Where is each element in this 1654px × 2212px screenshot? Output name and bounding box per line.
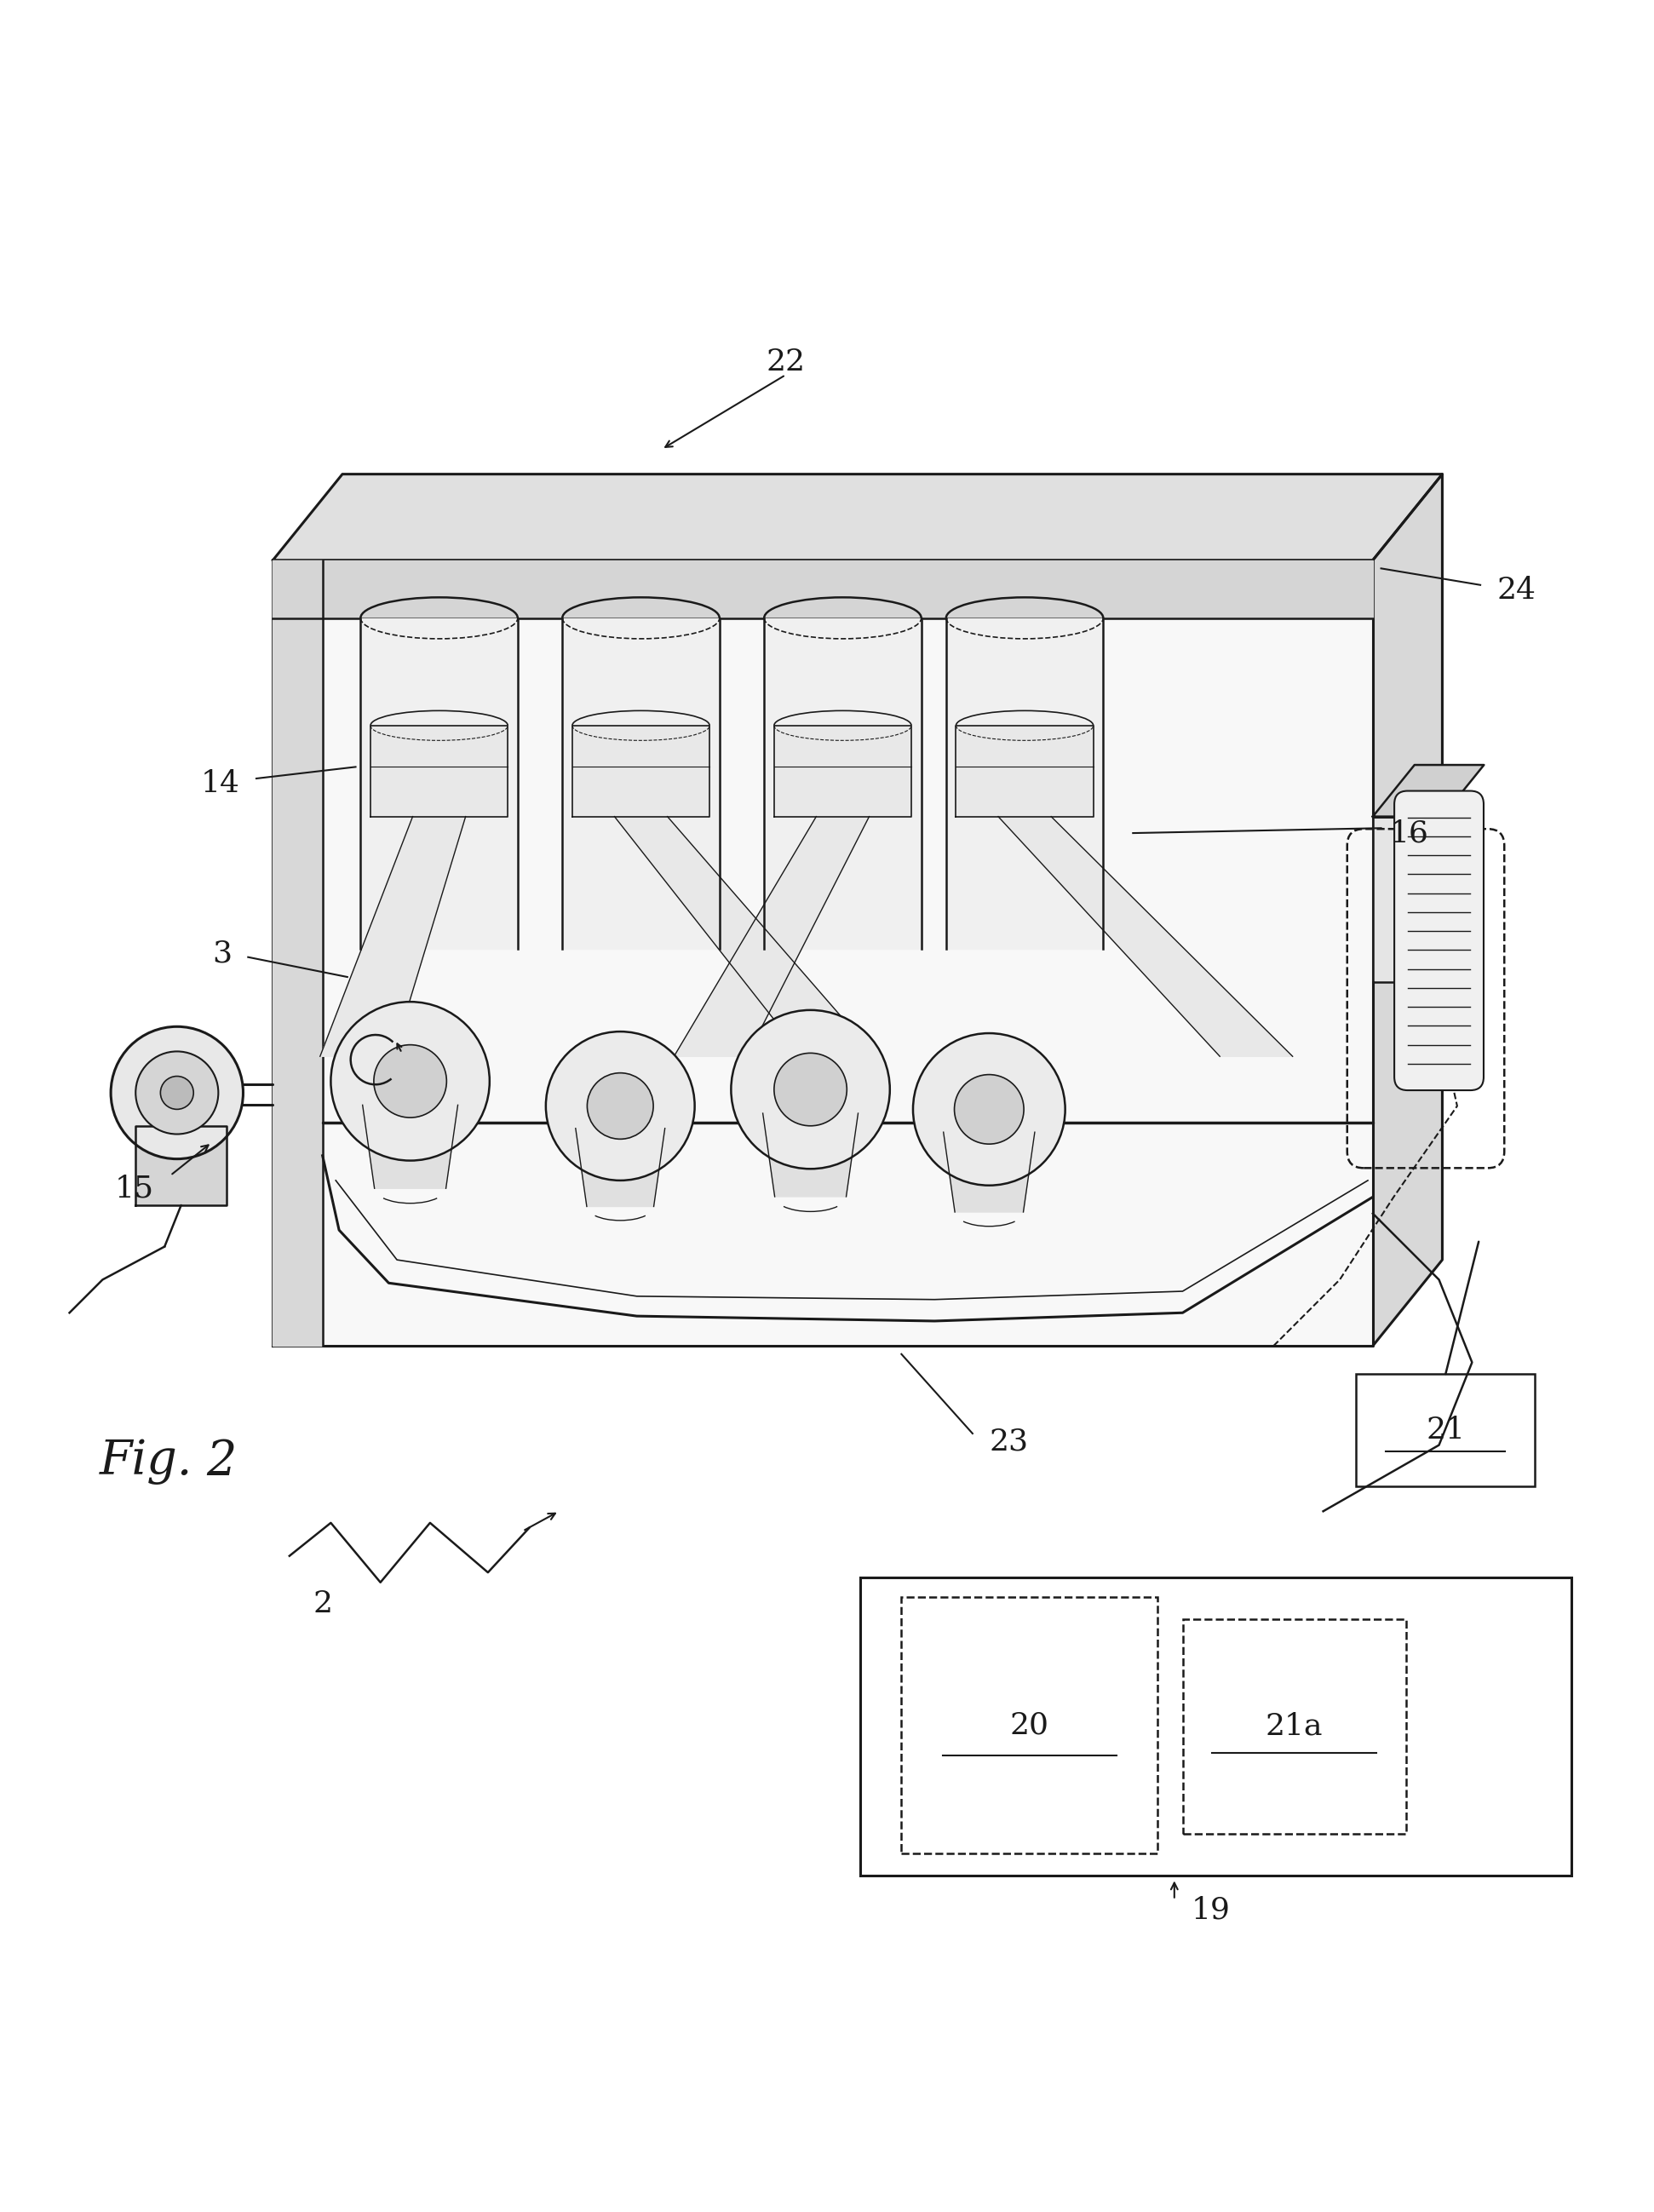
Polygon shape — [1373, 473, 1442, 1345]
Circle shape — [160, 1077, 194, 1108]
Text: 3: 3 — [212, 940, 232, 969]
Polygon shape — [943, 1133, 1035, 1212]
Polygon shape — [273, 473, 1442, 560]
Text: 15: 15 — [114, 1175, 154, 1203]
Polygon shape — [572, 726, 710, 816]
Polygon shape — [136, 1126, 227, 1206]
Polygon shape — [562, 617, 719, 949]
Polygon shape — [675, 816, 870, 1057]
Polygon shape — [999, 816, 1293, 1057]
Bar — [860, 1577, 1571, 1876]
Circle shape — [954, 1075, 1024, 1144]
Circle shape — [331, 1002, 490, 1161]
Circle shape — [136, 1051, 218, 1135]
Circle shape — [731, 1011, 890, 1168]
Polygon shape — [273, 560, 1373, 1345]
Polygon shape — [946, 617, 1103, 949]
Polygon shape — [1373, 816, 1442, 982]
Text: Fig. 2: Fig. 2 — [99, 1438, 238, 1484]
Text: 19: 19 — [1191, 1896, 1231, 1924]
FancyBboxPatch shape — [1394, 792, 1484, 1091]
Text: 24: 24 — [1497, 575, 1537, 604]
Polygon shape — [273, 560, 1373, 617]
Circle shape — [374, 1044, 447, 1117]
Circle shape — [587, 1073, 653, 1139]
Polygon shape — [361, 617, 518, 949]
Polygon shape — [273, 560, 323, 1345]
Text: 20: 20 — [1011, 1710, 1049, 1741]
Circle shape — [546, 1031, 695, 1181]
Polygon shape — [956, 726, 1093, 816]
Polygon shape — [321, 816, 466, 1057]
Text: 16: 16 — [1389, 818, 1429, 847]
Polygon shape — [764, 617, 921, 949]
Polygon shape — [762, 1113, 858, 1197]
Circle shape — [774, 1053, 847, 1126]
Polygon shape — [774, 726, 911, 816]
Polygon shape — [362, 1106, 458, 1188]
Polygon shape — [370, 726, 508, 816]
Polygon shape — [615, 816, 877, 1057]
Bar — [1183, 1619, 1406, 1834]
Text: 14: 14 — [200, 770, 240, 799]
Bar — [901, 1597, 1158, 1854]
Polygon shape — [576, 1128, 665, 1206]
Text: 21: 21 — [1426, 1416, 1465, 1444]
Polygon shape — [1373, 765, 1484, 816]
Circle shape — [111, 1026, 243, 1159]
Text: 22: 22 — [766, 347, 805, 376]
Circle shape — [913, 1033, 1065, 1186]
Bar — [1356, 1374, 1535, 1486]
Text: 23: 23 — [989, 1427, 1029, 1455]
Text: 2: 2 — [313, 1588, 332, 1617]
Text: 21a: 21a — [1265, 1712, 1323, 1741]
